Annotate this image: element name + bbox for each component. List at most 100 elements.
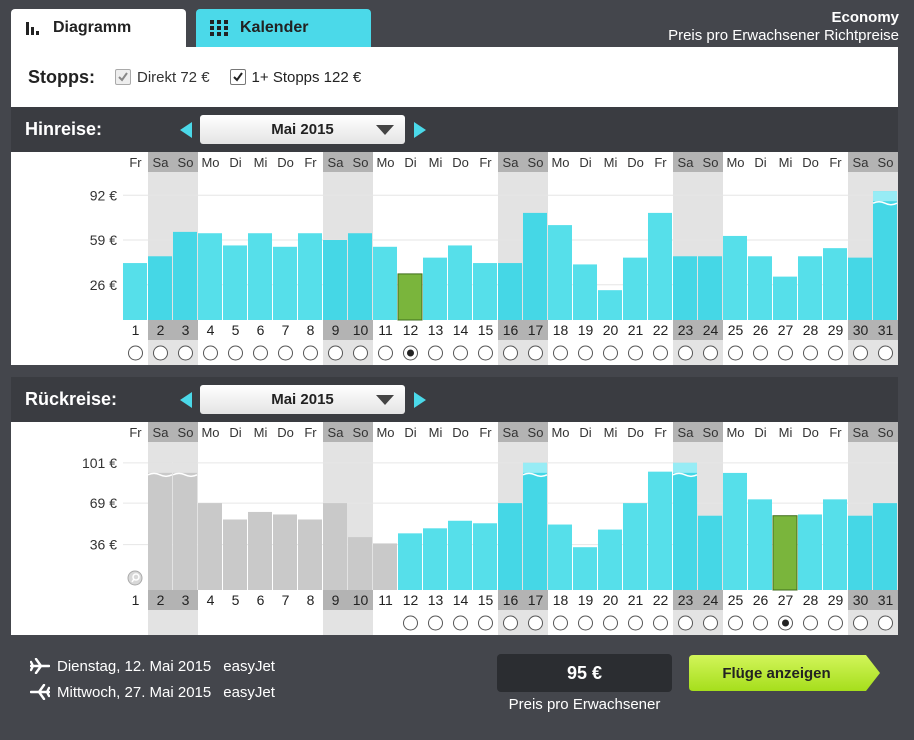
day-radio[interactable] [203,345,218,361]
day-radio[interactable] [828,615,843,631]
price-bar[interactable] [148,462,172,590]
day-radio[interactable] [728,615,743,631]
direct-checkbox[interactable]: Direkt 72 € [115,69,210,86]
price-bar[interactable] [498,263,522,320]
return-next-month-arrow[interactable] [414,391,426,408]
price-bar[interactable] [848,515,872,590]
zoom-icon[interactable] [127,570,143,586]
return-prev-month-arrow[interactable] [180,391,192,408]
price-bar[interactable] [423,528,447,590]
day-radio[interactable] [453,615,468,631]
day-radio[interactable] [578,615,593,631]
price-bar[interactable] [623,257,647,320]
day-radio[interactable] [703,615,718,631]
day-radio[interactable] [503,345,518,361]
price-bar[interactable] [398,533,422,590]
day-radio[interactable] [628,615,643,631]
price-bar[interactable] [623,503,647,590]
day-radio[interactable] [553,345,568,361]
price-bar[interactable] [748,256,772,320]
day-radio[interactable] [528,615,543,631]
price-bar[interactable] [798,256,822,320]
price-bar[interactable] [648,471,672,590]
price-bar[interactable] [698,256,722,320]
price-bar[interactable] [673,462,697,590]
day-radio[interactable] [703,345,718,361]
price-bar[interactable] [548,524,572,590]
one-plus-stops-checkbox[interactable]: 1+ Stopps 122 € [229,69,361,86]
day-radio[interactable] [128,345,143,361]
day-radio[interactable] [803,615,818,631]
day-radio[interactable] [453,345,468,361]
price-bar[interactable] [198,233,222,320]
price-bar[interactable] [173,462,197,590]
price-bar[interactable] [323,503,347,590]
price-bar[interactable] [348,233,372,320]
day-radio[interactable] [178,345,193,361]
day-radio[interactable] [253,345,268,361]
price-bar[interactable] [373,543,397,590]
price-bar[interactable] [223,245,247,320]
price-bar[interactable] [573,264,597,320]
price-bar[interactable] [873,191,897,320]
price-bar[interactable] [448,520,472,590]
day-radio[interactable] [653,345,668,361]
day-radio[interactable] [353,345,368,361]
day-radio[interactable] [753,345,768,361]
price-bar[interactable] [423,257,447,320]
price-bar[interactable] [873,503,897,590]
day-radio[interactable] [728,345,743,361]
price-bar[interactable] [848,257,872,320]
price-bar[interactable] [723,472,747,590]
day-radio[interactable] [828,345,843,361]
price-bar[interactable] [273,246,297,320]
tab-diagram[interactable]: Diagramm [11,9,186,47]
day-radio[interactable] [853,345,868,361]
day-radio[interactable] [853,615,868,631]
price-bar[interactable] [448,245,472,320]
price-bar[interactable] [798,514,822,590]
day-radio[interactable] [878,345,893,361]
price-bar[interactable] [373,246,397,320]
price-bar[interactable] [123,263,147,320]
price-bar[interactable] [648,212,672,320]
price-bar[interactable] [598,529,622,590]
outbound-month-select[interactable]: Mai 2015 [200,115,405,144]
price-bar[interactable] [248,511,272,590]
day-radio[interactable] [678,615,693,631]
day-radio[interactable] [753,615,768,631]
price-bar[interactable] [498,503,522,590]
price-bar[interactable] [723,235,747,320]
price-bar[interactable] [148,256,172,320]
day-radio[interactable] [403,615,418,631]
price-bar[interactable] [298,233,322,320]
show-flights-button[interactable]: Flüge anzeigen [689,655,881,691]
price-bar[interactable] [523,212,547,320]
price-bar[interactable] [298,519,322,591]
day-radio[interactable] [628,345,643,361]
tab-calendar[interactable]: Kalender [196,9,371,47]
price-bar[interactable] [823,499,847,590]
day-radio[interactable] [528,345,543,361]
price-bar[interactable] [173,231,197,320]
price-bar[interactable] [198,503,222,590]
day-radio[interactable] [678,345,693,361]
day-radio[interactable] [578,345,593,361]
day-radio[interactable] [503,615,518,631]
price-bar[interactable] [473,263,497,320]
day-radio[interactable] [553,615,568,631]
price-bar[interactable] [748,499,772,590]
day-radio[interactable] [153,345,168,361]
day-radio[interactable] [603,345,618,361]
price-bar[interactable] [673,256,697,320]
day-radio[interactable] [478,615,493,631]
price-bar[interactable] [523,462,547,590]
price-bar-selected[interactable] [772,515,798,591]
price-bar[interactable] [698,515,722,590]
price-bar[interactable] [348,537,372,590]
day-radio[interactable] [653,615,668,631]
price-bar[interactable] [473,523,497,590]
return-month-select[interactable]: Mai 2015 [200,385,405,414]
day-radio[interactable] [778,345,793,361]
day-radio[interactable] [803,345,818,361]
